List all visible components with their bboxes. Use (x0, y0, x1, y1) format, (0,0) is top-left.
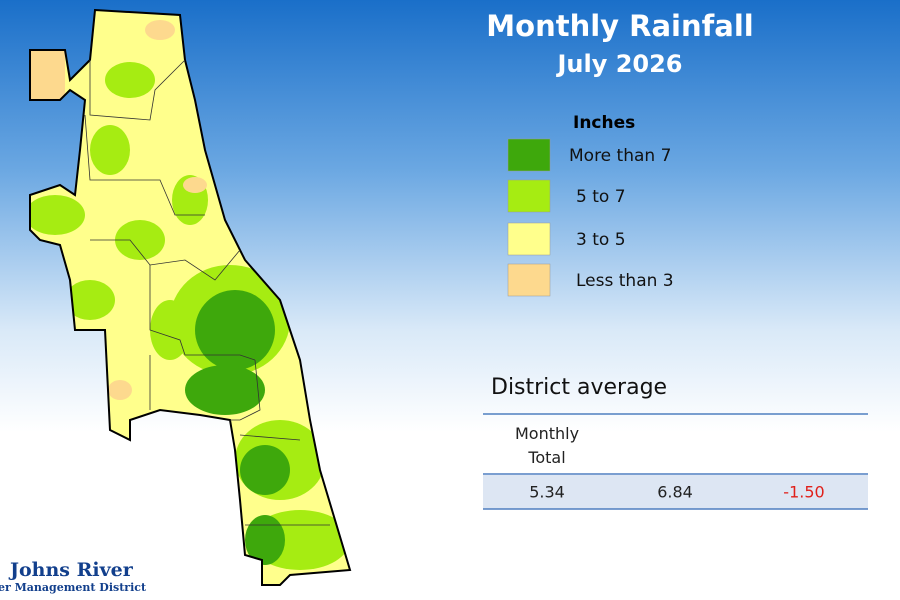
legend-swatch (507, 138, 551, 172)
district-outline (29, 8, 352, 586)
rainfall-map (30, 10, 350, 585)
title: Monthly Rainfall (486, 9, 753, 43)
legend: More than 7 5 to 7 3 to 5 Less than 3 (507, 138, 674, 297)
table-title: District average (491, 375, 667, 400)
logo-line2: er Management District (0, 581, 147, 594)
legend-label: More than 7 (569, 146, 671, 166)
subtitle: July 2026 (555, 50, 682, 78)
table-cell: 5.34 (529, 483, 565, 502)
table-cell: 6.84 (657, 483, 693, 502)
legend-swatch (507, 222, 551, 256)
legend-swatch (507, 179, 551, 213)
table: Monthly Total 5.34 6.84 -1.50 (483, 424, 868, 510)
legend-label: 5 to 7 (576, 187, 626, 207)
legend-swatch (507, 263, 551, 297)
county-lines (84, 59, 330, 526)
logo-line1: Johns River (8, 559, 134, 581)
table-row (483, 475, 868, 509)
table-cell: -1.50 (783, 483, 824, 502)
column-header: Monthly Total (515, 424, 579, 467)
legend-label: Less than 3 (576, 271, 674, 291)
legend-label: 3 to 5 (576, 230, 626, 250)
legend-title: Inches (573, 113, 635, 133)
